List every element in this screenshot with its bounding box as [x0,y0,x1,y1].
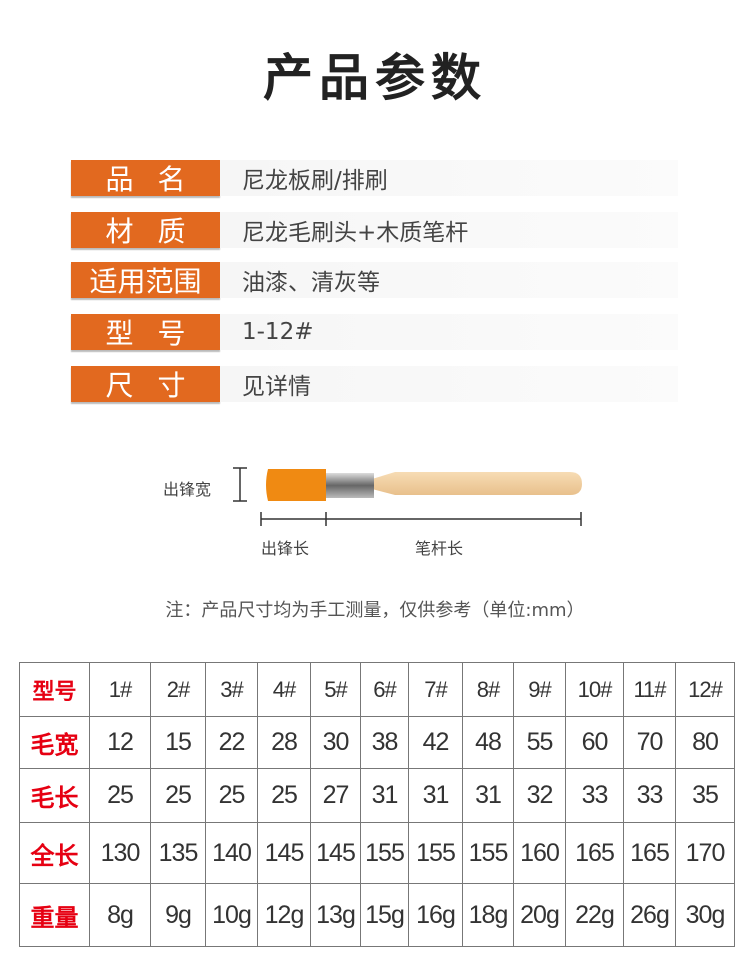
table-cell: 165 [623,822,676,884]
table-cell: 135 [150,822,206,884]
table-cell: 12 [89,716,151,769]
table-cell: 12# [675,662,735,717]
row-header: 重量 [19,883,90,947]
table-cell: 38 [360,716,409,769]
table-cell: 145 [310,822,361,884]
table-cell: 25 [257,768,311,823]
brush-handle [372,472,582,495]
table-cell: 12g [257,883,311,947]
table-cell: 145 [257,822,311,884]
table-cell: 8g [89,883,151,947]
table-cell: 31 [408,768,463,823]
spec-label: 适用范围 [71,262,220,298]
table-cell: 2# [150,662,206,717]
table-cell: 7# [408,662,463,717]
table-cell: 4# [257,662,311,717]
spec-row: 尺寸 见详情 [71,366,678,402]
table-cell: 170 [675,822,735,884]
table-cell: 30 [310,716,361,769]
table-cell: 15g [360,883,409,947]
size-table: 型号 1# 2# 3# 4# 5# 6# 7# 8# 9# 10# 11# 12# 毛宽 12 15 22 28 3… [19,662,735,947]
table-cell: 6# [360,662,409,717]
table-cell: 30g [675,883,735,947]
bristle-length-label: 出锋长 [261,539,310,558]
table-row: 全长 130 135 140 145 145 155 155 155 160 165 165 170 [19,822,735,884]
table-cell: 16g [408,883,463,947]
table-cell: 25 [150,768,206,823]
table-cell: 60 [565,716,624,769]
table-cell: 160 [513,822,566,884]
table-cell: 18g [462,883,514,947]
spec-row: 型号 1-12# [71,314,678,350]
table-cell: 5# [310,662,361,717]
spec-label: 型号 [71,314,220,350]
width-bracket [233,467,247,502]
table-cell: 42 [408,716,463,769]
table-cell: 20g [513,883,566,947]
row-header: 毛宽 [19,716,90,769]
brush-ferrule [325,473,374,498]
table-cell: 27 [310,768,361,823]
table-cell: 1# [89,662,151,717]
table-row: 重量 8g 9g 10g 12g 13g 15g 16g 18g 20g 22g 26g 30g [19,883,735,947]
table-cell: 165 [565,822,624,884]
spec-label: 材质 [71,212,220,248]
table-cell: 8# [462,662,514,717]
spec-value: 油漆、清灰等 [220,262,678,298]
table-cell: 3# [205,662,258,717]
table-cell: 10# [565,662,624,717]
table-cell: 155 [408,822,463,884]
spec-value: 尼龙毛刷头+木质笔杆 [220,212,678,248]
table-cell: 130 [89,822,151,884]
table-cell: 26g [623,883,676,947]
row-header: 型号 [19,662,90,717]
table-cell: 15 [150,716,206,769]
table-cell: 155 [462,822,514,884]
spec-row: 品名 尼龙板刷/排刷 [71,160,678,196]
table-cell: 31 [462,768,514,823]
table-cell: 11# [623,662,676,717]
table-cell: 155 [360,822,409,884]
spec-value: 见详情 [220,366,678,402]
table-cell: 9# [513,662,566,717]
row-header: 全长 [19,822,90,884]
table-row: 毛长 25 25 25 25 27 31 31 31 32 33 33 35 [19,768,735,823]
table-cell: 25 [205,768,258,823]
measurement-note: 注：产品尺寸均为手工测量，仅供参考（单位:mm） [165,600,585,621]
brush-bristles [266,469,326,501]
table-cell: 10g [205,883,258,947]
table-cell: 140 [205,822,258,884]
table-cell: 13g [310,883,361,947]
width-label: 出锋宽 [163,480,212,499]
table-cell: 33 [623,768,676,823]
table-row: 毛宽 12 15 22 28 30 38 42 48 55 60 70 80 [19,716,735,769]
table-cell: 55 [513,716,566,769]
table-cell: 22 [205,716,258,769]
table-row: 型号 1# 2# 3# 4# 5# 6# 7# 8# 9# 10# 11# 12# [19,662,735,717]
table-cell: 70 [623,716,676,769]
table-cell: 22g [565,883,624,947]
spec-label: 尺寸 [71,366,220,402]
spec-row: 材质 尼龙毛刷头+木质笔杆 [71,212,678,248]
table-cell: 9g [150,883,206,947]
table-cell: 28 [257,716,311,769]
spec-label: 品名 [71,160,220,196]
spec-value: 尼龙板刷/排刷 [220,160,678,196]
table-cell: 33 [565,768,624,823]
table-cell: 32 [513,768,566,823]
table-cell: 48 [462,716,514,769]
length-dimension [260,512,582,526]
brush-diagram [233,467,582,526]
row-header: 毛长 [19,768,90,823]
page-title: 产品参数 [263,49,487,107]
table-cell: 80 [675,716,735,769]
table-cell: 35 [675,768,735,823]
handle-length-label: 笔杆长 [415,539,464,558]
spec-row: 适用范围 油漆、清灰等 [71,262,678,298]
spec-value: 1-12# [220,314,678,350]
table-cell: 25 [89,768,151,823]
table-cell: 31 [360,768,409,823]
